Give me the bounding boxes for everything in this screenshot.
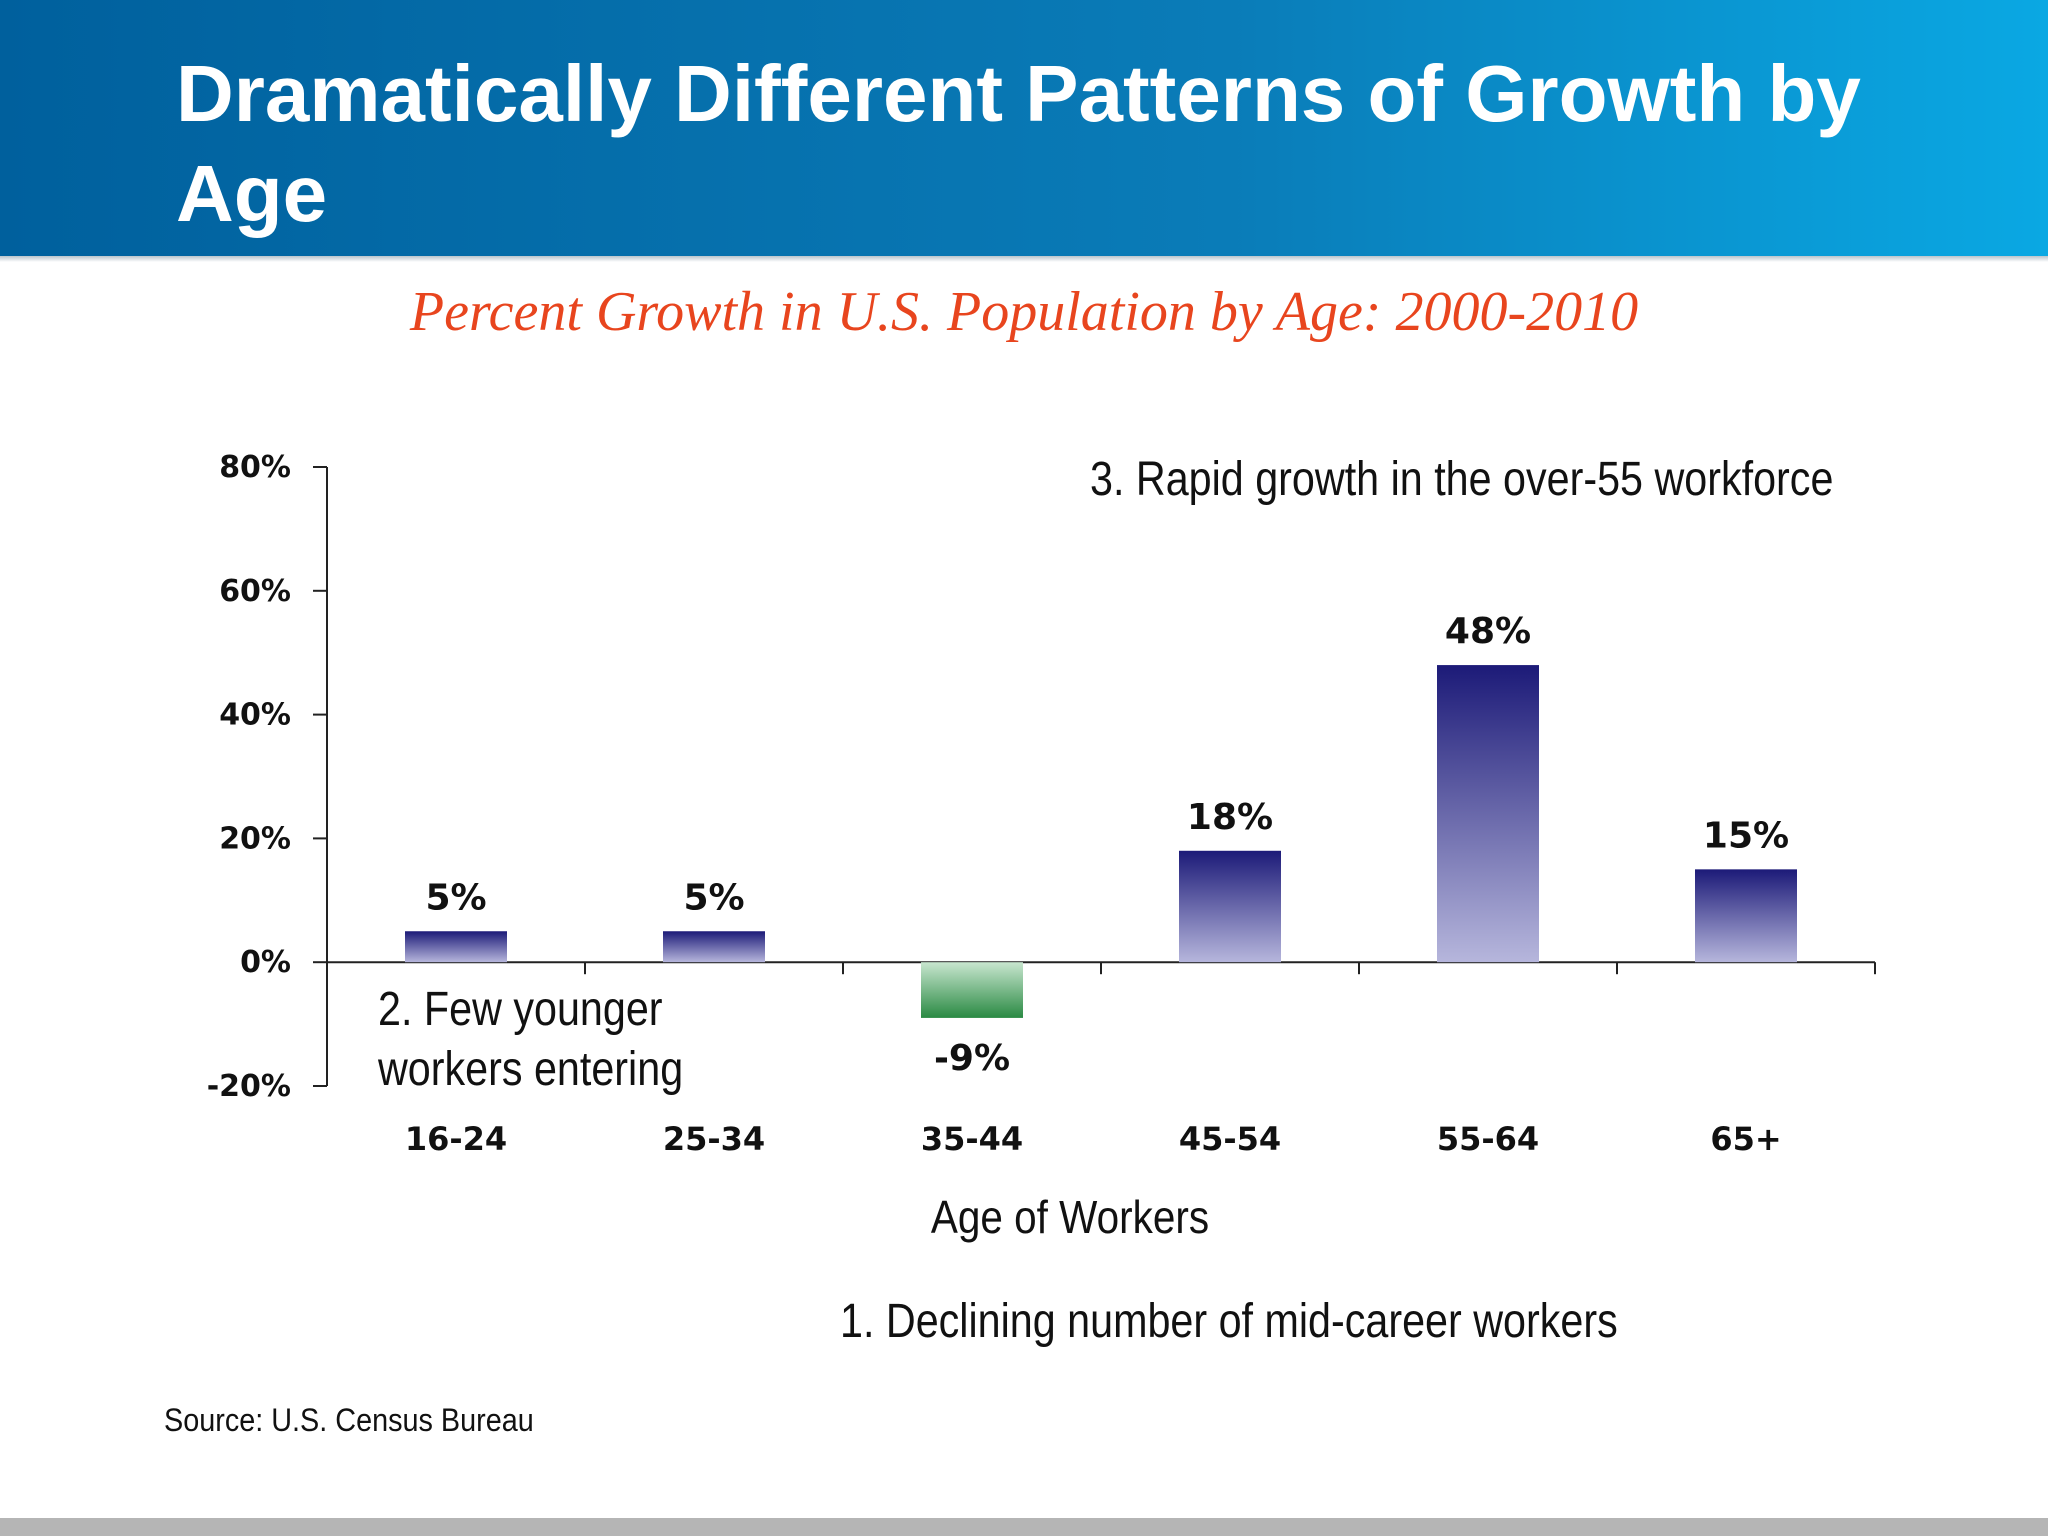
y-tick-label: 0% — [240, 945, 291, 980]
category-label: 25-34 — [663, 1120, 765, 1158]
data-label: 5% — [425, 877, 486, 918]
y-tick-label: 20% — [219, 821, 291, 856]
annotation-over-55-growth: 3. Rapid growth in the over-55 workforce — [1090, 453, 1834, 506]
source-note: Source: U.S. Census Bureau — [164, 1402, 534, 1438]
category-label: 45-54 — [1179, 1120, 1281, 1158]
data-label: 15% — [1703, 815, 1789, 856]
category-label: 65+ — [1710, 1120, 1781, 1158]
category-label: 16-24 — [405, 1120, 507, 1158]
x-axis-label: Age of Workers — [930, 1191, 1210, 1243]
bar-25-34 — [663, 931, 765, 963]
data-label: 18% — [1187, 797, 1273, 838]
annotation-declining-mid-career: 1. Declining number of mid-career worker… — [840, 1295, 1618, 1348]
bar-55-64 — [1437, 665, 1539, 963]
bar-65+ — [1695, 869, 1797, 963]
category-label: 55-64 — [1437, 1120, 1539, 1158]
banner-divider — [0, 256, 2048, 262]
data-label: -9% — [934, 1038, 1010, 1079]
chart-title: Percent Growth in U.S. Population by Age… — [409, 281, 1639, 343]
slide-title: Dramatically Different Patterns of Growt… — [176, 49, 1861, 238]
annotation-few-younger-workers: 2. Few younger workers entering — [378, 983, 684, 1096]
y-tick-label: 40% — [219, 698, 291, 733]
y-tick-label: 60% — [219, 574, 291, 609]
title-banner — [0, 0, 2048, 256]
data-label: 48% — [1445, 611, 1531, 652]
category-label: 35-44 — [921, 1120, 1023, 1158]
data-label: 5% — [683, 877, 744, 918]
y-tick-label: -20% — [207, 1069, 291, 1104]
bar-45-54 — [1179, 850, 1281, 963]
footer-bar — [0, 1518, 2048, 1536]
bar-35-44 — [921, 962, 1023, 1018]
bar-16-24 — [405, 931, 507, 963]
y-tick-label: 80% — [219, 450, 291, 485]
